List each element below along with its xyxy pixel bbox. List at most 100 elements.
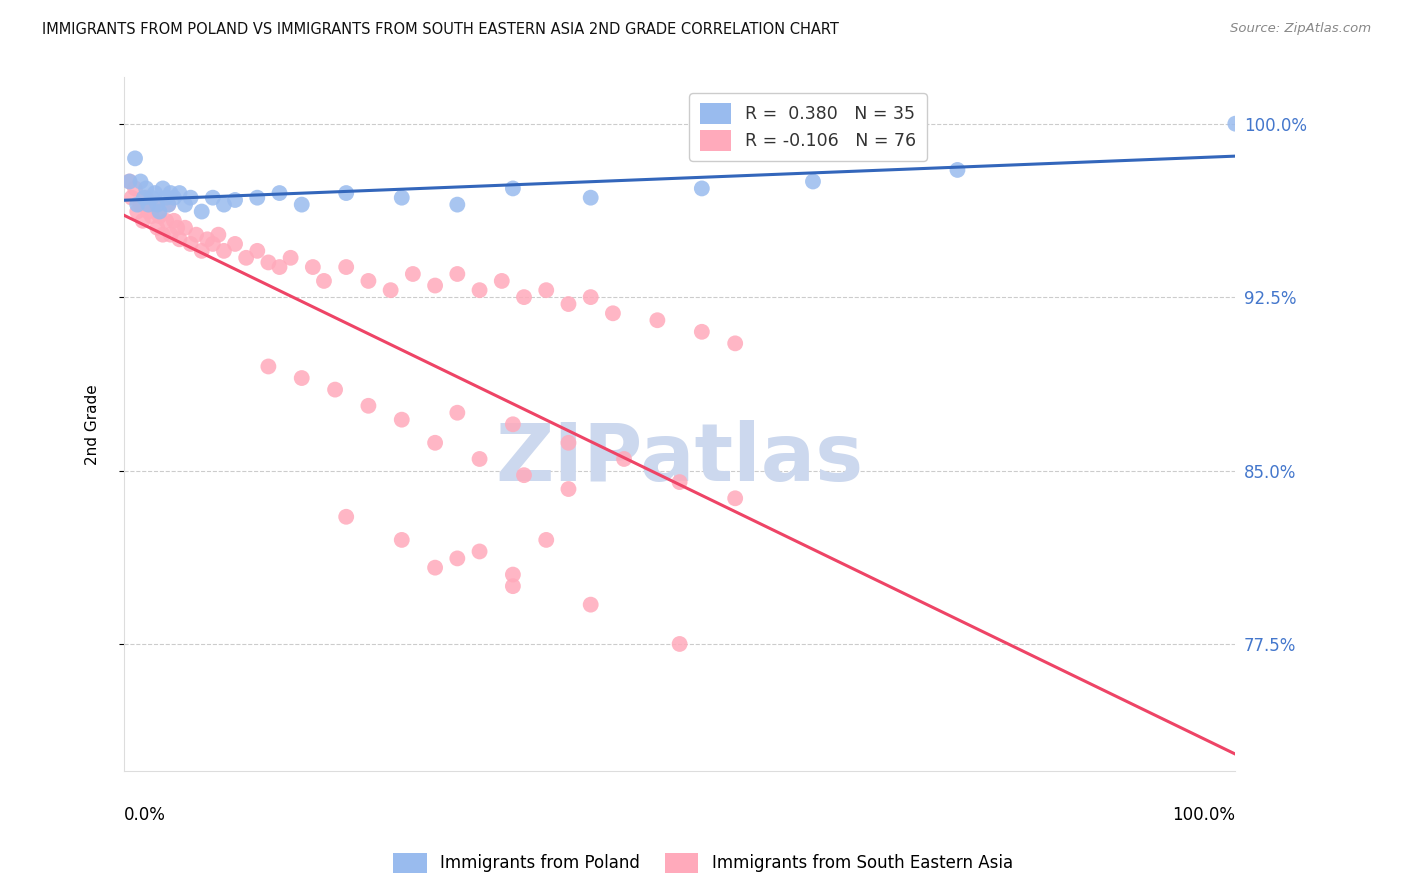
Point (224, 236, 246, 251)
Point (502, 567, 524, 582)
Point (357, 274, 380, 288)
Point (423, 435, 446, 450)
Point (141, 191, 163, 205)
Point (724, 336, 747, 351)
Point (1225, 117, 1247, 131)
Point (163, 214, 186, 228)
Point (536, 533, 558, 547)
Text: 0.0%: 0.0% (124, 805, 166, 824)
Point (159, 227, 181, 242)
Point (724, 491, 747, 506)
Point (557, 435, 579, 450)
Point (135, 191, 157, 205)
Point (118, 174, 141, 188)
Point (423, 278, 446, 293)
Point (513, 468, 536, 483)
Point (557, 482, 579, 496)
Point (291, 371, 314, 385)
Y-axis label: 2nd Grade: 2nd Grade (86, 384, 100, 465)
Point (169, 186, 191, 200)
Point (269, 260, 291, 274)
Point (668, 475, 690, 489)
Point (235, 251, 257, 265)
Point (135, 181, 157, 195)
Point (502, 181, 524, 195)
Point (312, 274, 335, 288)
Point (174, 220, 197, 235)
Point (302, 260, 325, 274)
Point (269, 186, 291, 200)
Point (132, 214, 155, 228)
Point (124, 152, 146, 166)
Point (579, 191, 602, 205)
Point (491, 274, 513, 288)
Point (423, 560, 446, 574)
Point (201, 191, 224, 205)
Point (357, 399, 380, 413)
Point (138, 197, 160, 211)
Text: IMMIGRANTS FROM POLAND VS IMMIGRANTS FROM SOUTH EASTERN ASIA 2ND GRADE CORRELATI: IMMIGRANTS FROM POLAND VS IMMIGRANTS FRO… (42, 22, 839, 37)
Text: Source: ZipAtlas.com: Source: ZipAtlas.com (1230, 22, 1371, 36)
Point (446, 197, 468, 211)
Point (579, 290, 602, 304)
Point (613, 452, 636, 467)
Point (446, 551, 468, 566)
Point (468, 452, 491, 467)
Legend: R =  0.380   N = 35, R = -0.106   N = 76: R = 0.380 N = 35, R = -0.106 N = 76 (689, 93, 927, 161)
Text: 100.0%: 100.0% (1173, 805, 1236, 824)
Point (446, 406, 468, 420)
Point (224, 193, 246, 207)
Point (391, 412, 413, 426)
Point (121, 191, 143, 205)
Point (118, 174, 141, 188)
Point (152, 181, 174, 195)
Point (468, 544, 491, 558)
Point (513, 290, 536, 304)
Point (157, 197, 180, 211)
Point (190, 244, 212, 258)
Point (246, 244, 269, 258)
Point (207, 227, 229, 242)
Point (174, 197, 197, 211)
Point (690, 181, 713, 195)
Point (502, 579, 524, 593)
Point (166, 220, 188, 235)
Point (690, 325, 713, 339)
Legend: Immigrants from Poland, Immigrants from South Eastern Asia: Immigrants from Poland, Immigrants from … (387, 847, 1019, 880)
Point (159, 186, 181, 200)
Point (212, 197, 235, 211)
Point (163, 191, 186, 205)
Point (127, 197, 149, 211)
Point (502, 417, 524, 432)
Point (148, 209, 170, 223)
Point (129, 197, 152, 211)
Point (132, 191, 155, 205)
Point (180, 236, 202, 251)
Point (127, 204, 149, 219)
Point (212, 244, 235, 258)
Point (280, 251, 302, 265)
Point (402, 267, 425, 281)
Point (148, 204, 170, 219)
Point (141, 209, 163, 223)
Point (801, 174, 824, 188)
Point (146, 197, 169, 211)
Point (146, 220, 169, 235)
Point (291, 197, 314, 211)
Point (155, 214, 177, 228)
Point (323, 383, 346, 397)
Point (246, 191, 269, 205)
Point (647, 313, 669, 327)
Point (602, 306, 624, 320)
Point (391, 533, 413, 547)
Point (138, 204, 160, 219)
Point (579, 598, 602, 612)
Point (380, 283, 402, 297)
Point (129, 174, 152, 188)
Point (152, 227, 174, 242)
Point (536, 283, 558, 297)
Point (124, 181, 146, 195)
Point (186, 227, 208, 242)
Point (335, 509, 357, 524)
Point (180, 191, 202, 205)
